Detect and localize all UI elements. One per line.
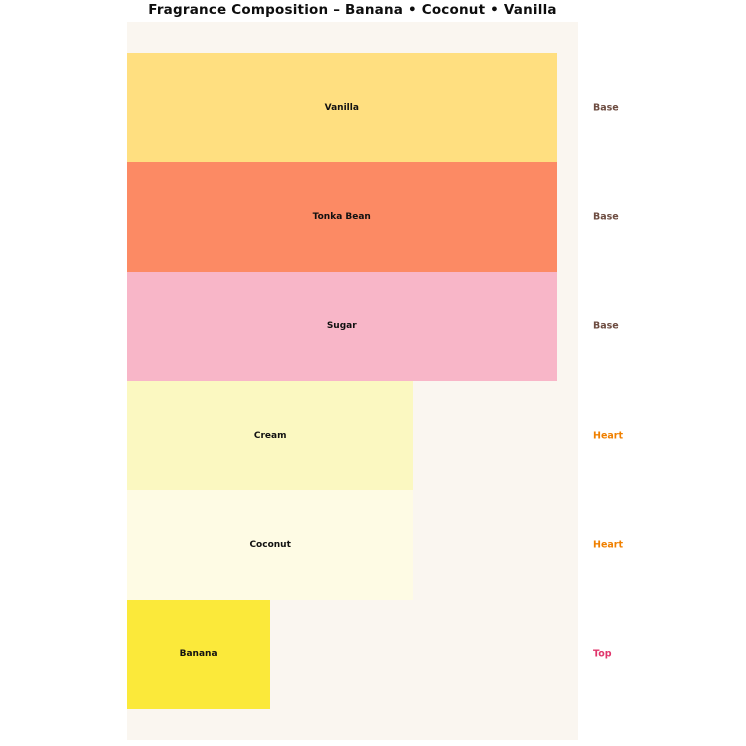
bar-label: Sugar	[326, 321, 357, 332]
bar-label: Banana	[179, 649, 218, 660]
note-role-label: Heart	[593, 539, 624, 551]
bar-label: Vanilla	[324, 102, 359, 113]
bar-cream: Cream	[127, 381, 414, 491]
note-role-label: Base	[593, 320, 619, 332]
plot-area: Vanilla Base Tonka Bean Base Sugar Base Cream H…	[127, 22, 623, 740]
bar-label: Tonka Bean	[312, 211, 371, 222]
bar-label: Coconut	[249, 539, 291, 550]
bar-tonka-bean: Tonka Bean	[127, 162, 557, 272]
note-role-label: Base	[593, 102, 619, 114]
note-role-label: Top	[593, 648, 612, 660]
bar-vanilla: Vanilla	[127, 53, 557, 163]
bar-coconut: Coconut	[127, 490, 414, 600]
note-role-label: Base	[593, 211, 619, 223]
bar-label: Cream	[253, 430, 287, 441]
note-role-label: Heart	[593, 430, 624, 442]
chart-title: Fragrance Composition – Banana • Coconut…	[148, 2, 557, 18]
bar-sugar: Sugar	[127, 271, 557, 381]
bar-banana: Banana	[127, 599, 271, 709]
